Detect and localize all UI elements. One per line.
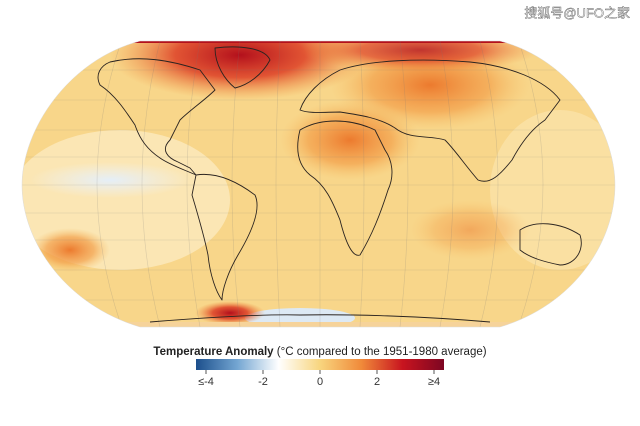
- map: [22, 41, 615, 327]
- colorbar-tick-label: -2: [258, 376, 268, 388]
- colorbar-tick-label: ≤-4: [198, 376, 214, 388]
- colorbar-tick-label: 2: [374, 376, 380, 388]
- colorbar-tick-label: ≥4: [428, 376, 440, 388]
- legend-title: Temperature Anomaly (°C compared to the …: [153, 346, 486, 358]
- graticule: [22, 41, 615, 327]
- colorbar-tick-label: 0: [317, 376, 323, 388]
- legend-subtitle: (°C compared to the 1951-1980 average): [277, 346, 487, 358]
- legend-title-main: Temperature Anomaly: [153, 346, 274, 358]
- map-outline: [21, 40, 616, 328]
- watermark: 搜狐号@UFO之家: [524, 5, 630, 20]
- colorbar-ticks: ≤-4 -2 0 2 ≥4: [198, 370, 440, 388]
- colorbar: [196, 359, 444, 370]
- coastlines: [97, 46, 582, 323]
